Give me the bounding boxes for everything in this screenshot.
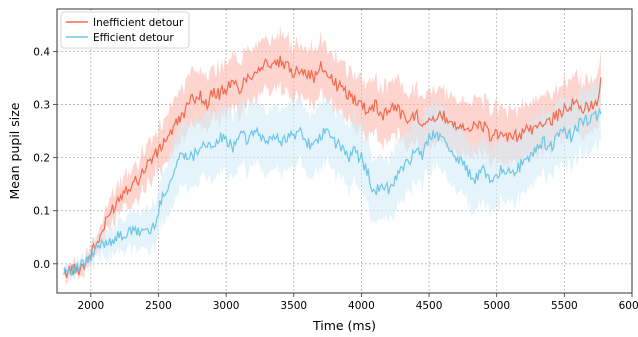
plot-frame bbox=[56, 8, 633, 294]
x-tick-label: 5500 bbox=[551, 300, 578, 312]
y-tick-label: 0.3 bbox=[33, 100, 50, 112]
y-tick-label: 0.0 bbox=[33, 259, 50, 271]
legend: Inefficient detour Efficient detour bbox=[60, 11, 190, 49]
series-line-0 bbox=[63, 55, 602, 278]
y-tick-label: 0.4 bbox=[33, 46, 50, 58]
legend-box bbox=[60, 11, 190, 49]
legend-label-1: Efficient detour bbox=[93, 32, 174, 44]
x-tick-label: 3000 bbox=[213, 300, 240, 312]
x-tick-label: 2000 bbox=[77, 300, 104, 312]
x-axis-label: Time (ms) bbox=[312, 318, 376, 333]
series-line-1 bbox=[63, 107, 602, 277]
legend-label-0: Inefficient detour bbox=[93, 17, 184, 29]
y-axis-label: Mean pupil size bbox=[7, 102, 22, 199]
x-tick-label: 4500 bbox=[416, 300, 443, 312]
x-tick-label: 4000 bbox=[348, 300, 375, 312]
series-band-1 bbox=[63, 75, 601, 282]
confidence-bands bbox=[63, 25, 601, 287]
series-lines bbox=[63, 55, 602, 278]
y-tick-label: 0.2 bbox=[33, 153, 50, 165]
x-tick-label: 2500 bbox=[145, 300, 172, 312]
x-tick-label: 3500 bbox=[280, 300, 307, 312]
y-tick-label: 0.1 bbox=[33, 206, 50, 218]
y-axis-ticks: 0.0 0.1 0.2 0.3 0.4 bbox=[33, 46, 57, 271]
x-tick-label: 5000 bbox=[483, 300, 510, 312]
series-band-0 bbox=[63, 25, 601, 287]
